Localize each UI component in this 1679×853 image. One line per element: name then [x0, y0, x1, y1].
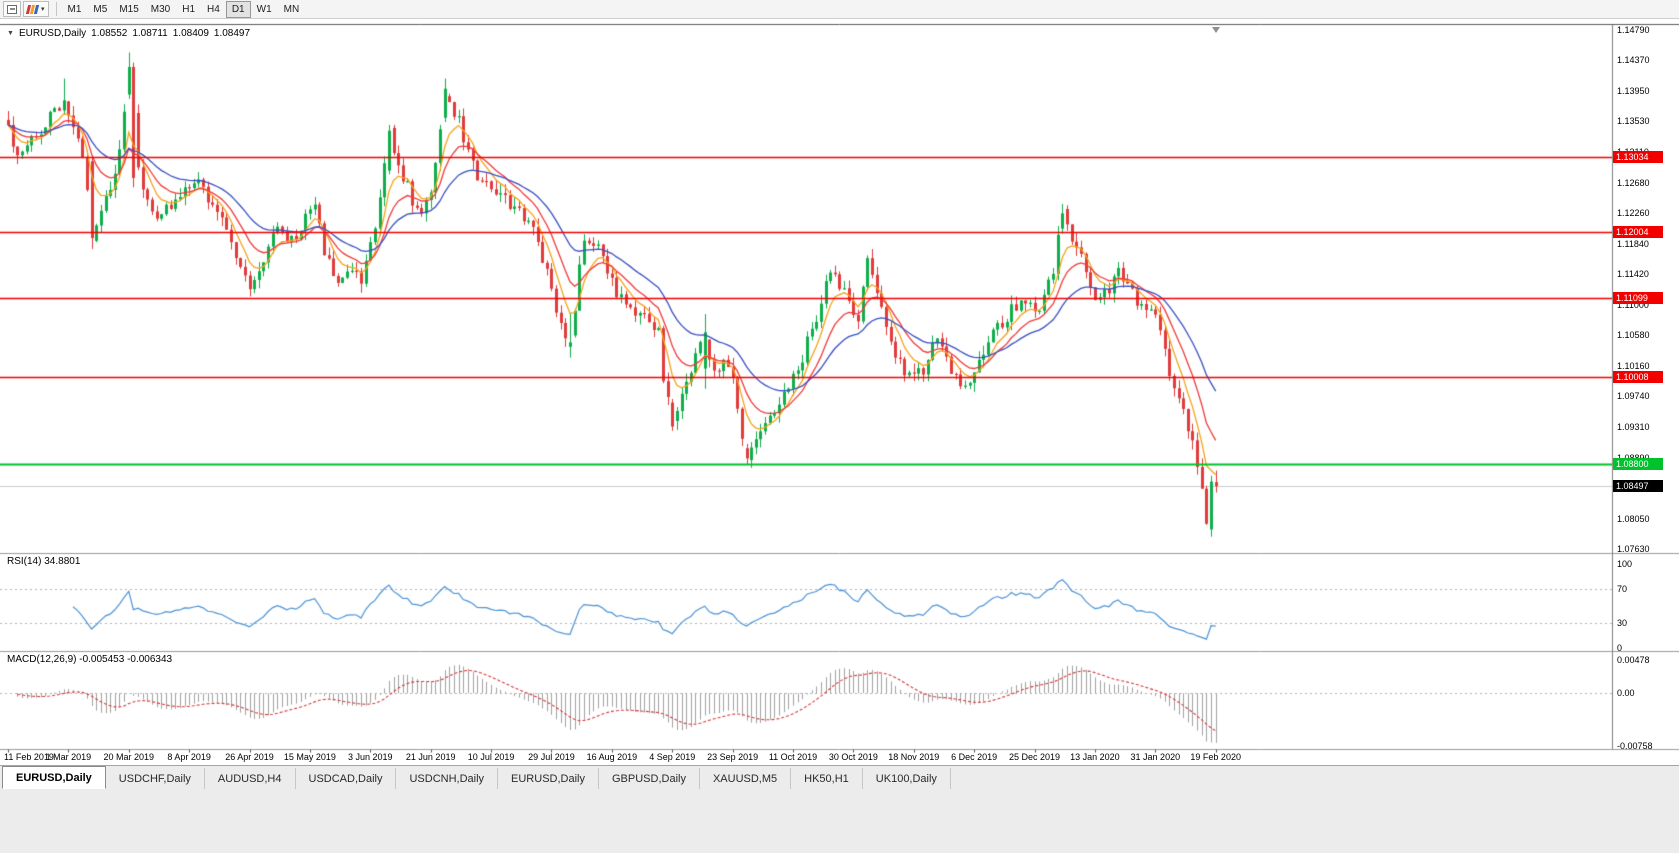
date-axis-label: 31 Jan 2020	[1130, 752, 1181, 762]
support-price-tag: 1.08800	[1613, 458, 1663, 471]
resistance-price-tag: 1.11099	[1613, 291, 1663, 304]
ohlc-open: 1.08552	[91, 28, 128, 39]
price-axis-label: 1.13950	[1617, 85, 1650, 96]
chart-tab-usdchf-daily[interactable]: USDCHF,Daily	[106, 768, 205, 789]
chart-tab-xauusd-m5[interactable]: XAUUSD,M5	[700, 768, 792, 789]
chart-window-button[interactable]	[3, 1, 21, 17]
date-axis-label: 10 Jul 2019	[467, 752, 515, 762]
chart-tab-eurusd-daily[interactable]: EURUSD,Daily	[2, 766, 106, 789]
resistance-price-tag: 1.12004	[1613, 225, 1663, 238]
date-axis-label: 20 Mar 2019	[103, 752, 155, 762]
date-axis-label: 25 Dec 2019	[1009, 752, 1061, 762]
chart-window-icon	[7, 4, 17, 14]
price-chart-canvas[interactable]	[0, 19, 1679, 765]
date-axis-label: 1 Mar 2019	[45, 752, 92, 762]
chart-tabs: EURUSD,Daily USDCHF,Daily AUDUSD,H4 USDCAD,…	[2, 766, 951, 789]
price-axis-label: 1.12680	[1617, 177, 1650, 188]
macd-axis-label: -0.00758	[1617, 741, 1653, 751]
ohlc-close: 1.08497	[213, 28, 251, 39]
timeframe-button-m1[interactable]: M1	[62, 1, 88, 18]
toolbar-separator	[55, 2, 57, 16]
date-axis-label: 26 Apr 2019	[225, 752, 274, 762]
chart-title: ▼ EURUSD,Daily 1.08552 1.08711 1.08409 1.0849…	[7, 28, 255, 39]
timeframe-button-m5[interactable]: M5	[87, 1, 113, 18]
chart-area: ▼ EURUSD,Daily 1.08552 1.08711 1.08409 1.0849…	[0, 19, 1679, 765]
price-axis-label: 1.11420	[1617, 269, 1649, 280]
symbol-timeframe-label: EURUSD,Daily	[18, 28, 87, 39]
price-axis-label: 1.08050	[1617, 513, 1650, 524]
date-axis-label: 11 Feb 2019	[4, 752, 54, 762]
date-axis-label: 4 Sep 2019	[649, 752, 696, 762]
chart-tab-eurusd-daily[interactable]: EURUSD,Daily	[498, 768, 599, 789]
current-price-price-tag: 1.08497	[1613, 480, 1663, 493]
date-axis-label: 18 Nov 2019	[888, 752, 940, 762]
chart-tab-usdcad-daily[interactable]: USDCAD,Daily	[296, 768, 397, 789]
date-axis-label: 6 Dec 2019	[951, 752, 998, 762]
date-axis-label: 3 Jun 2019	[348, 752, 393, 762]
price-axis-label: 1.11000	[1617, 299, 1649, 310]
date-axis-label: 30 Oct 2019	[828, 752, 878, 762]
timeframe-button-m15[interactable]: M15	[113, 1, 144, 18]
timeframe-button-w1[interactable]: W1	[251, 1, 278, 18]
timeframe-button-m30[interactable]: M30	[145, 1, 176, 18]
price-axis-label: 1.08890	[1617, 453, 1650, 463]
top-toolbar: ▾ M1 M5 M15 M30 H1 H4 D1 W1 MN	[0, 0, 1679, 19]
date-axis-label: 15 May 2019	[283, 752, 336, 762]
price-axis-label: 1.09310	[1617, 422, 1650, 433]
date-axis-label: 8 Apr 2019	[167, 752, 211, 762]
window-footer	[0, 789, 1679, 853]
chart-tab-usdcnh-daily[interactable]: USDCNH,Daily	[396, 768, 499, 789]
date-axis-label: 11 Oct 2019	[768, 752, 818, 762]
date-axis-label: 16 Aug 2019	[586, 752, 638, 762]
dropdown-arrow-icon: ▾	[41, 6, 45, 13]
chart-tab-gbpusd-daily[interactable]: GBPUSD,Daily	[599, 768, 700, 789]
date-axis-label: 21 Jun 2019	[405, 752, 456, 762]
timeframe-button-d1[interactable]: D1	[225, 0, 251, 18]
rsi-axis-label: 0	[1617, 643, 1623, 653]
macd-axis-label: 0.00	[1617, 688, 1635, 699]
chart-tab-audusd-h4[interactable]: AUDUSD,H4	[205, 768, 296, 789]
chart-tab-hk50-h1[interactable]: HK50,H1	[791, 768, 863, 789]
price-axis-label: 1.11840	[1617, 238, 1649, 249]
date-axis-label: 29 Jul 2019	[528, 752, 575, 762]
price-axis-label: 1.14370	[1617, 55, 1650, 66]
ohlc-low: 1.08409	[172, 28, 209, 39]
ohlc-high: 1.08711	[132, 28, 168, 39]
price-axis-label: 1.07630	[1617, 544, 1650, 554]
price-axis-label: 1.09740	[1617, 391, 1650, 402]
price-axis-label: 1.14790	[1617, 25, 1650, 35]
timeframe-button-h1[interactable]: H1	[176, 1, 201, 18]
resistance-price-tag: 1.13034	[1613, 151, 1663, 164]
macd-label: MACD(12,26,9) -0.005453 -0.006343	[7, 654, 173, 665]
date-axis-label: 19 Feb 2020	[1190, 752, 1241, 762]
crayon-icon	[25, 4, 40, 14]
timeframe-button-h4[interactable]: H4	[201, 1, 226, 18]
support-price-tag: 1.10008	[1613, 370, 1663, 383]
timeframe-toolbar: M1 M5 M15 M30 H1 H4 D1 W1 MN	[62, 0, 306, 18]
macd-axis-label: 0.00478	[1617, 655, 1650, 665]
price-axis-label: 1.10160	[1617, 360, 1650, 371]
price-axis-label: 1.10580	[1617, 330, 1650, 341]
price-axis-label: 1.13530	[1617, 116, 1650, 127]
crayon-color-button[interactable]: ▾	[23, 1, 49, 17]
rsi-axis-label: 70	[1617, 584, 1628, 595]
chart-tab-uk100-daily[interactable]: UK100,Daily	[863, 768, 951, 789]
price-axis-label: 1.12260	[1617, 208, 1650, 219]
rsi-axis-label: 100	[1617, 559, 1633, 569]
date-axis-label: 13 Jan 2020	[1070, 752, 1120, 762]
date-axis-label: 23 Sep 2019	[707, 752, 759, 762]
collapse-arrow-icon[interactable]: ▼	[7, 30, 14, 37]
timeframe-button-mn[interactable]: MN	[278, 1, 306, 18]
chart-shift-marker-icon[interactable]	[1212, 27, 1220, 33]
chart-tab-bar: EURUSD,Daily USDCHF,Daily AUDUSD,H4 USDCAD,…	[0, 765, 1679, 789]
rsi-axis-label: 30	[1617, 617, 1628, 628]
rsi-label: RSI(14) 34.8801	[7, 556, 81, 567]
